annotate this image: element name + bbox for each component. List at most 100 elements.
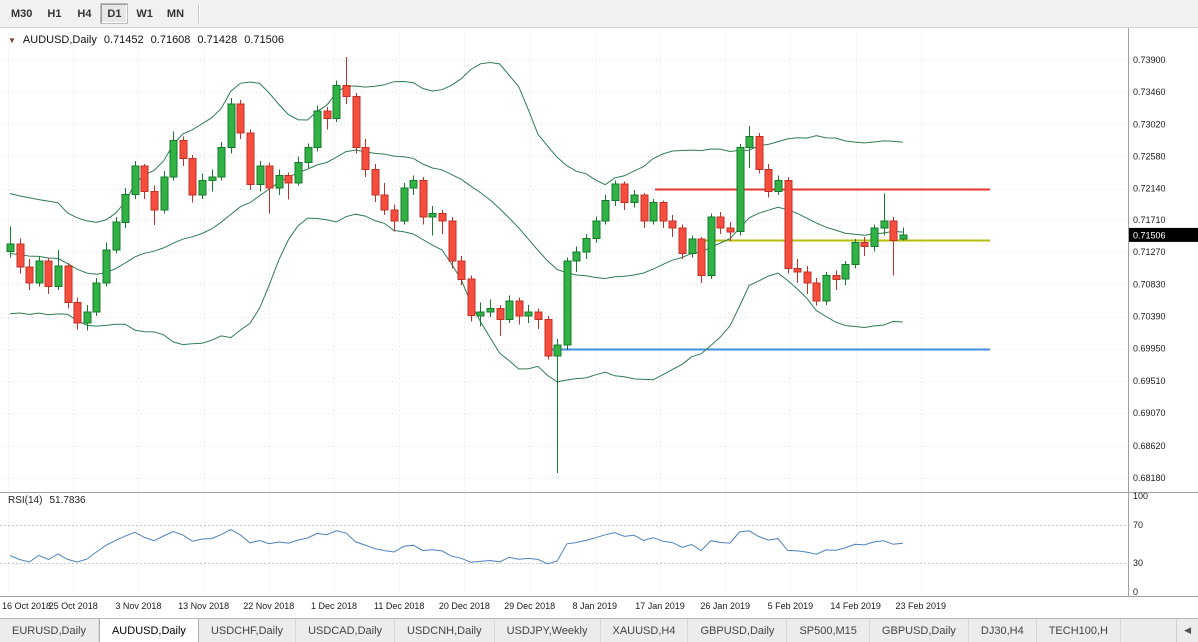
bull-candle <box>102 249 111 284</box>
chart-tab-10-dj30-h4[interactable]: DJ30,H4 <box>969 619 1037 642</box>
bull-candle <box>774 180 783 193</box>
chart-tab-3-usdcad-daily[interactable]: USDCAD,Daily <box>296 619 396 642</box>
chart-tab-4-usdcnh-daily[interactable]: USDCNH,Daily <box>395 619 495 642</box>
chart-tab-11-tech100-h[interactable]: TECH100,H <box>1037 619 1121 642</box>
chart-tab-9-gbpusd-daily[interactable]: GBPUSD,Daily <box>870 619 969 642</box>
bull-candle <box>688 238 697 255</box>
bull-candle <box>601 199 610 222</box>
bollinger-bands <box>9 61 903 383</box>
price-axis-label: 0.73460 <box>1133 87 1166 97</box>
price-axis-label: 0.70830 <box>1133 279 1166 289</box>
chart-tab-6-xauusd-h4[interactable]: XAUUSD,H4 <box>601 619 689 642</box>
bull-candle <box>208 176 217 182</box>
bull-candle <box>582 237 591 253</box>
timeframe-button-h4[interactable]: H4 <box>70 3 98 24</box>
bull-candle <box>121 194 130 223</box>
bull-candle <box>217 147 226 178</box>
bull-candle <box>592 220 601 239</box>
bull-candle <box>400 187 409 222</box>
bear-candle <box>755 136 764 171</box>
bull-candle <box>505 300 514 321</box>
price-axis-label: 0.72580 <box>1133 152 1166 162</box>
price-axis-label: 0.71710 <box>1133 215 1166 225</box>
bear-candle <box>678 227 687 255</box>
time-axis-label: 23 Feb 2019 <box>896 601 947 611</box>
bollinger-middle-band <box>9 149 903 280</box>
bear-candle <box>448 220 457 262</box>
bear-candle <box>457 260 466 280</box>
bear-candle <box>150 191 159 211</box>
chart-tab-5-usdjpy-weekly[interactable]: USDJPY,Weekly <box>495 619 601 642</box>
bull-candle <box>611 183 620 201</box>
bull-candle <box>870 227 879 247</box>
price-axis-label: 0.72140 <box>1133 184 1166 194</box>
bull-candle <box>553 344 562 357</box>
bull-candle <box>198 180 207 196</box>
bear-candle <box>380 194 389 211</box>
time-axis-label: 3 Nov 2018 <box>115 601 161 611</box>
bear-candle <box>832 275 841 280</box>
time-axis-label: 8 Jan 2019 <box>573 601 618 611</box>
bear-candle <box>784 180 793 269</box>
chart-area[interactable]: 0.73900 0.73460 0.73020 0.72580 0.72140 0.717… <box>0 28 1198 618</box>
bull-candle <box>160 176 169 211</box>
chart-tab-0-eurusd-daily[interactable]: EURUSD,Daily <box>0 619 99 642</box>
bear-candle <box>265 165 274 189</box>
bear-candle <box>659 202 668 222</box>
bull-candle <box>256 165 265 185</box>
bull-candle <box>6 243 15 252</box>
bear-candle <box>793 267 802 273</box>
time-axis-label: 22 Nov 2018 <box>243 601 294 611</box>
candles <box>6 57 908 473</box>
horizontal-lines <box>545 188 990 351</box>
bull-candle <box>275 175 284 189</box>
price-axis-label: 0.73900 <box>1133 55 1166 65</box>
price-axis-label: 0.69070 <box>1133 408 1166 418</box>
time-axis-label: 16 Oct 2018 <box>2 601 51 611</box>
timeframe-button-d1[interactable]: D1 <box>100 3 129 24</box>
time-axis-label: 14 Feb 2019 <box>830 601 881 611</box>
timeframe-button-mn[interactable]: MN <box>161 3 190 24</box>
bear-candle <box>323 110 332 119</box>
current-price-badge <box>1129 227 1198 242</box>
bear-candle <box>44 260 53 288</box>
chart-tab-2-usdchf-daily[interactable]: USDCHF,Daily <box>199 619 297 642</box>
bear-candle <box>534 311 543 320</box>
bear-candle <box>803 271 812 284</box>
bear-candle <box>668 220 677 229</box>
bear-candle <box>889 220 898 242</box>
timeframe-button-m30[interactable]: M30 <box>5 3 38 24</box>
price-axis-label: 0.68180 <box>1133 473 1166 483</box>
bear-candle <box>467 278 476 317</box>
timeframe-button-h1[interactable]: H1 <box>40 3 68 24</box>
price-chart[interactable]: 0.73900 0.73460 0.73020 0.72580 0.72140 0.717… <box>0 28 1198 618</box>
price-axis: 0.73900 0.73460 0.73020 0.72580 0.72140 0.717… <box>1129 55 1198 483</box>
bull-candle <box>822 275 831 302</box>
price-axis-label: 0.69950 <box>1133 344 1166 354</box>
bull-candle <box>707 216 716 277</box>
chart-tab-1-audusd-daily[interactable]: AUDUSD,Daily <box>98 619 199 642</box>
chart-tab-8-sp500-m15[interactable]: SP500,M15 <box>787 619 870 642</box>
price-axis-label: 0.70390 <box>1133 312 1166 322</box>
bull-candle <box>841 264 850 280</box>
bull-candle <box>169 139 178 178</box>
chart-tab-7-gbpusd-daily[interactable]: GBPUSD,Daily <box>688 619 788 642</box>
bull-candle <box>563 260 572 346</box>
tab-scroll-left-button[interactable]: ◀ <box>1176 619 1198 642</box>
price-axis-label: 0.68620 <box>1133 441 1166 451</box>
bull-candle <box>83 311 92 324</box>
timeframe-button-w1[interactable]: W1 <box>130 3 159 24</box>
bull-candle <box>486 308 495 313</box>
time-axis-label: 1 Dec 2018 <box>311 601 357 611</box>
bollinger-lower-band <box>9 213 903 383</box>
bull-candle <box>294 161 303 184</box>
bear-candle <box>860 242 869 247</box>
bear-candle <box>342 85 351 98</box>
bear-candle <box>716 216 725 229</box>
rsi-line <box>9 529 903 565</box>
bear-candle <box>361 147 370 171</box>
rsi-axis-label: 30 <box>1133 558 1143 568</box>
time-axis-label: 20 Dec 2018 <box>439 601 490 611</box>
